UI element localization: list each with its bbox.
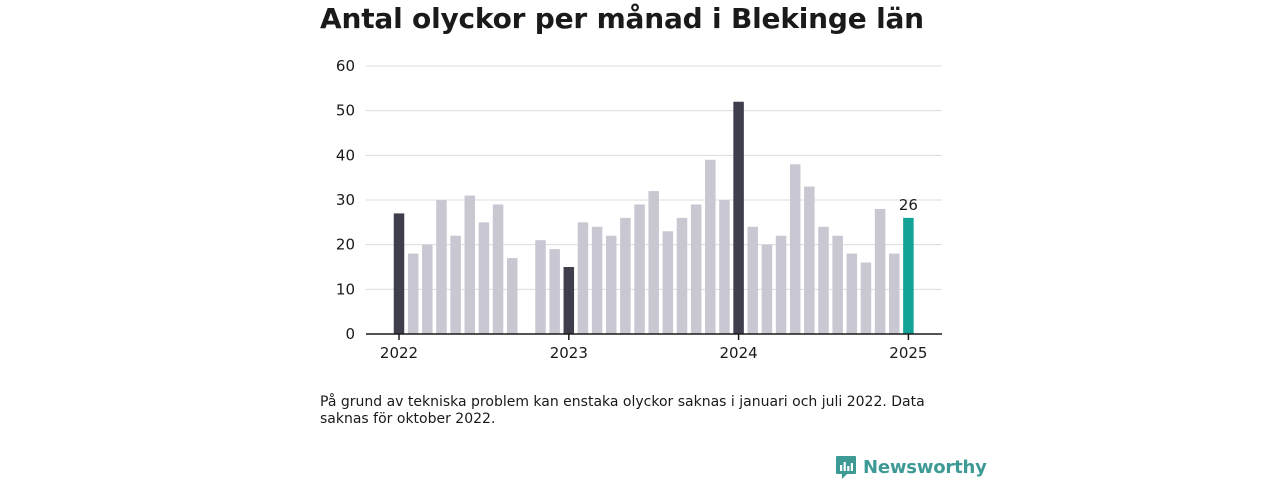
bar [733, 101, 744, 334]
bar [464, 195, 475, 334]
bar [648, 191, 659, 334]
bar [393, 213, 405, 334]
brand-name: Newsworthy [863, 456, 987, 478]
x-tick-label: 2024 [720, 344, 758, 362]
bar [563, 267, 575, 334]
y-tick-label: 20 [336, 236, 355, 254]
bar [492, 204, 504, 334]
bar [804, 186, 815, 334]
y-tick-label: 60 [336, 57, 355, 75]
y-tick-label: 30 [336, 191, 355, 209]
bar [761, 244, 773, 334]
x-tick-label: 2022 [380, 344, 418, 362]
bar [591, 226, 603, 334]
bar [436, 200, 447, 334]
bar [705, 159, 716, 334]
bar [690, 204, 702, 334]
y-tick-label: 10 [336, 280, 355, 298]
y-axis-ticks: 0 10 20 30 40 50 60 [336, 57, 355, 343]
chart-title: Antal olyckor per månad i Blekinge län [320, 2, 924, 35]
brand-logo[interactable]: Newsworthy [835, 454, 987, 480]
data-labels: 26 [899, 196, 918, 214]
bar-chart: 0 10 20 30 40 50 60 2022 2023 2024 2025 26 [336, 57, 942, 362]
bar [407, 253, 419, 334]
bar [549, 249, 560, 334]
bar [889, 253, 900, 334]
bar [789, 164, 801, 334]
bar [506, 258, 518, 334]
bar [478, 222, 490, 334]
bar [903, 217, 914, 334]
bar [450, 235, 461, 334]
bar [747, 226, 758, 334]
y-tick-label: 40 [336, 146, 355, 164]
bar [860, 262, 872, 334]
bar [577, 222, 589, 334]
bar [846, 253, 858, 334]
bar [634, 204, 645, 334]
data-label: 26 [899, 196, 918, 214]
bar-chart-logo-icon [836, 456, 856, 479]
x-tick-label: 2023 [550, 344, 588, 362]
bar [620, 217, 631, 334]
bar [535, 240, 546, 334]
x-tick-label: 2025 [889, 344, 927, 362]
bar [818, 226, 829, 334]
y-tick-label: 50 [336, 102, 355, 120]
bar [422, 244, 433, 334]
bars [393, 101, 914, 334]
bar [719, 200, 730, 334]
bar [662, 231, 674, 334]
x-axis-ticks: 2022 2023 2024 2025 [380, 334, 927, 362]
bar [874, 208, 886, 334]
y-tick-label: 0 [345, 325, 355, 343]
bar [775, 235, 787, 334]
bar [676, 217, 688, 334]
footnote: På grund av tekniska problem kan enstaka… [320, 394, 925, 427]
bar [832, 235, 843, 334]
bar [606, 235, 617, 334]
